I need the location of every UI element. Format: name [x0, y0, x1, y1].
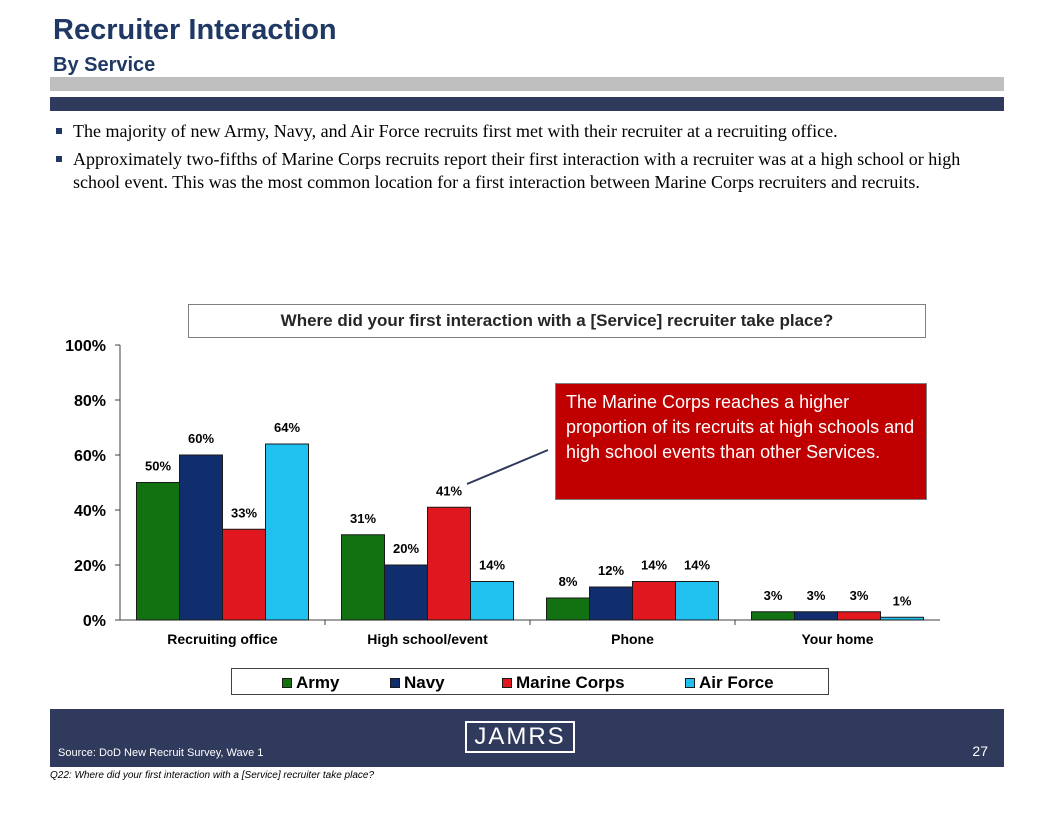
- bullet-text: Approximately two-fifths of Marine Corps…: [73, 148, 961, 193]
- data-label: 3%: [807, 588, 826, 603]
- data-label: 41%: [436, 483, 462, 498]
- bar: [675, 581, 719, 621]
- bar: [837, 611, 881, 621]
- jamrs-logo: JAMRS: [465, 721, 575, 753]
- data-label: 60%: [188, 431, 214, 446]
- bar: [222, 528, 266, 621]
- y-tick-label: 40%: [74, 503, 106, 520]
- bar: [546, 597, 590, 621]
- x-tick-label: Your home: [801, 631, 873, 647]
- bullet-square-icon: [56, 155, 62, 162]
- data-label: 33%: [231, 505, 257, 520]
- gray-divider: [50, 77, 1004, 91]
- y-tick-label: 80%: [74, 393, 106, 410]
- legend-item: Air Force: [685, 673, 774, 693]
- data-label: 14%: [479, 558, 505, 573]
- bar: [589, 586, 633, 621]
- legend-item: Navy: [390, 673, 445, 693]
- y-tick-label: 0%: [83, 613, 106, 630]
- bar: [751, 611, 795, 621]
- callout-box: The Marine Corps reaches a higher propor…: [555, 383, 927, 500]
- legend-swatch: [685, 678, 695, 688]
- source-text: Source: DoD New Recruit Survey, Wave 1: [58, 747, 264, 759]
- bullet-item: Approximately two-fifths of Marine Corps…: [55, 148, 1005, 195]
- data-label: 50%: [145, 459, 171, 474]
- chart-title: Where did your first interaction with a …: [188, 304, 926, 338]
- page-subtitle: By Service: [53, 54, 156, 76]
- bar: [265, 443, 309, 621]
- data-label: 1%: [893, 593, 912, 608]
- y-tick-label: 20%: [74, 558, 106, 575]
- legend-swatch: [390, 678, 400, 688]
- bar: [632, 581, 676, 621]
- y-tick-label: 100%: [65, 338, 106, 355]
- data-label: 64%: [274, 420, 300, 435]
- x-tick-label: High school/event: [367, 631, 488, 647]
- chart-legend: Army Navy Marine Corps Air Force: [231, 668, 829, 695]
- bar: [880, 616, 924, 621]
- bullet-text: The majority of new Army, Navy, and Air …: [73, 121, 838, 141]
- bar: [470, 581, 514, 621]
- bar: [384, 564, 428, 621]
- data-label: 14%: [641, 558, 667, 573]
- footer-band: Source: DoD New Recruit Survey, Wave 1 J…: [50, 709, 1004, 767]
- bar: [179, 454, 223, 621]
- bullet-square-icon: [56, 128, 62, 134]
- x-tick-label: Phone: [611, 631, 654, 647]
- legend-label: Army: [296, 673, 340, 692]
- legend-label: Marine Corps: [516, 673, 625, 692]
- y-tick-label: 60%: [74, 448, 106, 465]
- data-label: 3%: [764, 588, 783, 603]
- legend-swatch: [502, 678, 512, 688]
- page-number: 27: [972, 743, 988, 759]
- data-label: 12%: [598, 563, 624, 578]
- bar: [427, 506, 471, 621]
- data-label: 31%: [350, 511, 376, 526]
- bar: [341, 534, 385, 621]
- page-title: Recruiter Interaction: [53, 14, 337, 46]
- bar: [794, 611, 838, 621]
- callout-pointer: [466, 449, 549, 485]
- legend-label: Air Force: [699, 673, 774, 692]
- legend-swatch: [282, 678, 292, 688]
- legend-item: Marine Corps: [502, 673, 625, 693]
- data-label: 14%: [684, 558, 710, 573]
- navy-divider: [50, 97, 1004, 111]
- bar: [136, 482, 180, 621]
- legend-item: Army: [282, 673, 339, 693]
- bullet-list: The majority of new Army, Navy, and Air …: [55, 120, 1005, 199]
- bullet-item: The majority of new Army, Navy, and Air …: [55, 120, 1005, 144]
- data-label: 20%: [393, 541, 419, 556]
- footnote: Q22: Where did your first interaction wi…: [50, 770, 375, 781]
- legend-label: Navy: [404, 673, 445, 692]
- x-tick-label: Recruiting office: [167, 631, 278, 647]
- data-label: 8%: [559, 574, 578, 589]
- data-label: 3%: [850, 588, 869, 603]
